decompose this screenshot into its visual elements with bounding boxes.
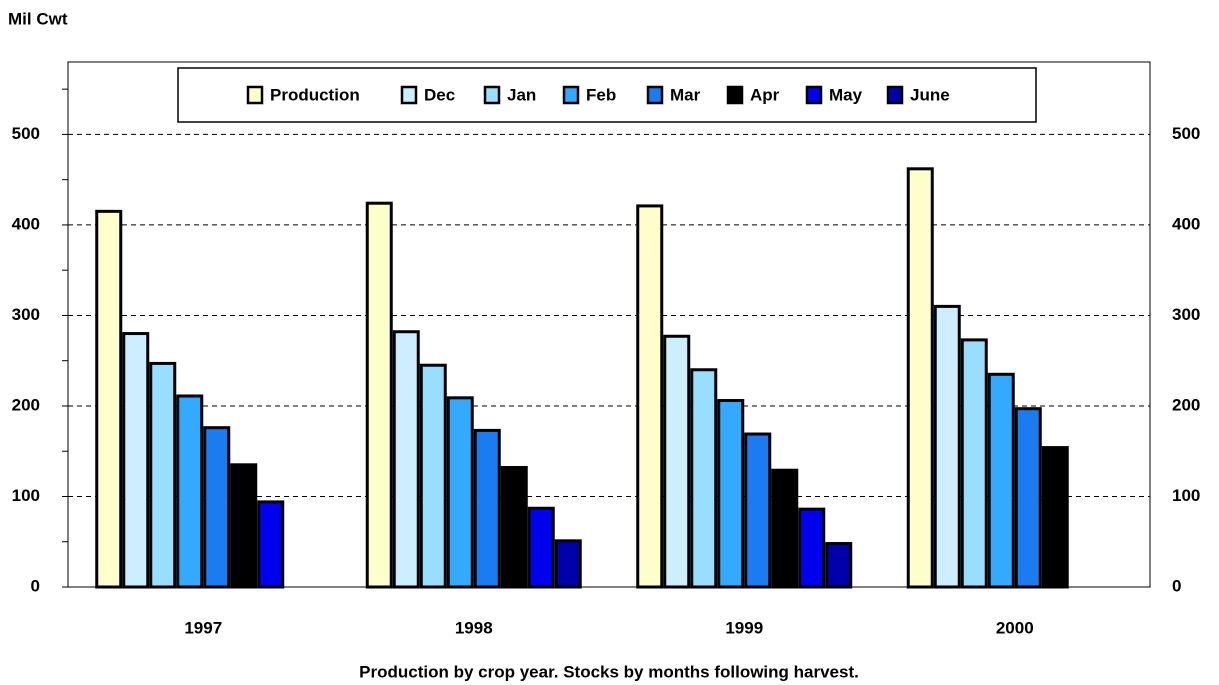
bar: [554, 539, 582, 589]
bar: [149, 361, 177, 589]
y2-tick-label: 200: [1172, 395, 1200, 414]
bar: [527, 506, 555, 589]
bar: [257, 500, 285, 589]
bar: [176, 394, 204, 589]
y2-tick-label: 100: [1172, 486, 1200, 505]
y2-tick-label: 300: [1172, 305, 1200, 324]
legend-swatch: [886, 85, 904, 105]
bar: [1014, 407, 1042, 589]
bar: [419, 363, 447, 589]
legend-label: Mar: [670, 85, 701, 104]
bar: [987, 372, 1015, 589]
y-tick-label: 500: [12, 124, 40, 143]
legend-swatch: [400, 85, 418, 105]
bar: [230, 463, 258, 589]
bar: [636, 204, 664, 589]
legend-label: Dec: [424, 85, 455, 104]
bar: [798, 507, 826, 589]
x-tick-label: 1999: [725, 618, 763, 637]
legend-swatch: [483, 85, 501, 105]
bar: [473, 428, 501, 589]
legend-label: Apr: [750, 85, 780, 104]
bar: [500, 466, 528, 589]
bar: [1041, 446, 1069, 589]
y-tick-label: 200: [12, 395, 40, 414]
y2-tick-label: 0: [1172, 576, 1181, 595]
bar: [933, 304, 961, 589]
x-tick-label: 1997: [184, 618, 222, 637]
bar: [717, 399, 745, 589]
x-tick-label: 2000: [996, 618, 1034, 637]
legend-label: Feb: [586, 85, 616, 104]
x-tick-label: 1998: [455, 618, 493, 637]
bar: [906, 167, 934, 589]
legend-label: June: [910, 85, 950, 104]
legend-swatch: [246, 85, 264, 105]
bar: [446, 396, 474, 589]
bar: [122, 332, 150, 589]
bar: [825, 542, 853, 589]
x-axis-label: Production by crop year. Stocks by month…: [359, 662, 859, 681]
y2-tick-label: 500: [1172, 124, 1200, 143]
legend-swatch: [805, 85, 823, 105]
bar: [392, 330, 420, 589]
y-tick-label: 300: [12, 305, 40, 324]
legend-swatch: [646, 85, 664, 105]
y-tick-label: 400: [12, 214, 40, 233]
legend-label: Production: [270, 85, 360, 104]
bar: [203, 426, 231, 589]
y-axis-label: Mil Cwt: [8, 9, 68, 28]
bar: [690, 368, 718, 589]
legend-swatch: [562, 85, 580, 105]
bar: [663, 334, 691, 589]
bar: [744, 432, 772, 589]
plot-frame: [67, 61, 1151, 588]
legend-label: May: [829, 85, 863, 104]
bar: [960, 338, 988, 589]
bar: [771, 468, 799, 589]
bar: [365, 201, 393, 589]
bar: [95, 209, 123, 589]
y-tick-label: 0: [31, 576, 40, 595]
y2-tick-label: 400: [1172, 214, 1200, 233]
y-tick-label: 100: [12, 486, 40, 505]
legend-label: Jan: [507, 85, 536, 104]
legend-swatch: [726, 85, 744, 105]
